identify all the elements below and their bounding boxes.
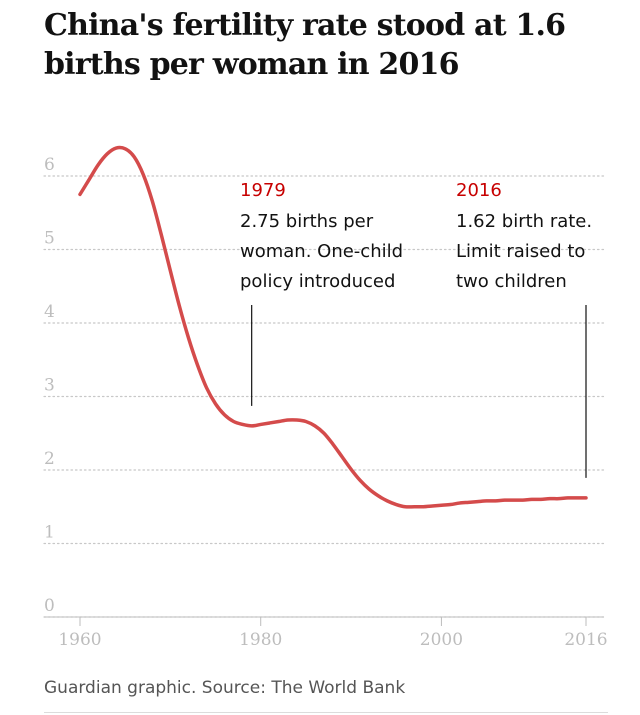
annotation-text-line: woman. One-child bbox=[240, 241, 403, 262]
x-tick-label: 2016 bbox=[564, 630, 607, 650]
bottom-divider bbox=[44, 712, 608, 713]
x-tick-label: 2000 bbox=[420, 630, 463, 650]
y-tick-label: 0 bbox=[44, 596, 55, 616]
x-tick-label: 1960 bbox=[58, 630, 101, 650]
annotation-text-line: 2.75 births per bbox=[240, 211, 374, 232]
y-tick-label: 4 bbox=[44, 302, 55, 322]
source-credit: Guardian graphic. Source: The World Bank bbox=[44, 678, 406, 698]
annotation-year: 1979 bbox=[240, 180, 286, 201]
y-tick-label: 5 bbox=[44, 229, 55, 249]
series-layer bbox=[78, 145, 588, 509]
x-tick-label: 1980 bbox=[239, 630, 282, 650]
chart-title: China's fertility rate stood at 1.6 birt… bbox=[44, 8, 566, 82]
annotation-text-line: Limit raised to bbox=[456, 241, 585, 262]
annotation-text-line: policy introduced bbox=[240, 271, 395, 292]
y-tick-label: 1 bbox=[44, 523, 55, 543]
y-tick-label: 6 bbox=[44, 155, 55, 175]
annotation-year: 2016 bbox=[456, 180, 502, 201]
annotations: 1979 2.75 births per woman. One-child polic… bbox=[240, 180, 592, 478]
y-tick-label: 3 bbox=[44, 376, 55, 396]
x-axis: 1960 1980 2000 2016 bbox=[44, 616, 608, 650]
y-tick-label: 2 bbox=[44, 449, 55, 469]
y-axis-ticks: 0 1 2 3 4 5 6 bbox=[44, 155, 55, 616]
fertility-rate-line bbox=[78, 145, 588, 509]
annotation-text-line: two children bbox=[456, 271, 567, 292]
annotation-text-line: 1.62 birth rate. bbox=[456, 211, 592, 232]
